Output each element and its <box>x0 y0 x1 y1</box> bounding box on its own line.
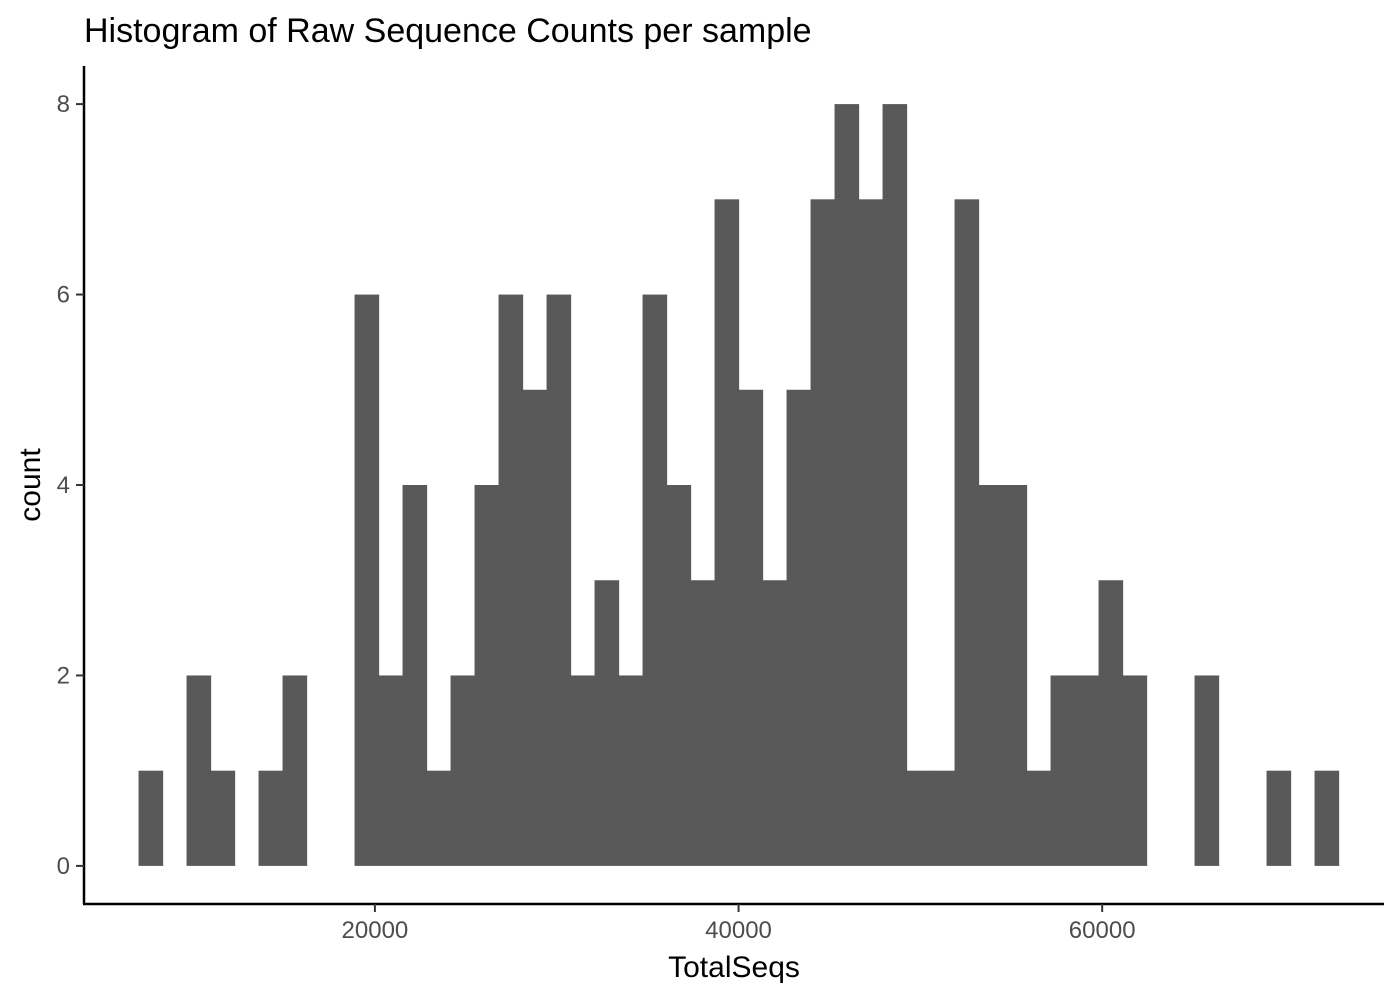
histogram-bar <box>930 770 956 866</box>
histogram-bar <box>1002 485 1028 866</box>
histogram-bar <box>834 104 860 866</box>
x-axis-title: TotalSeqs <box>668 951 800 984</box>
histogram-bar <box>1074 675 1100 866</box>
histogram-bar <box>858 199 884 866</box>
chart-title: Histogram of Raw Sequence Counts per sam… <box>84 12 812 50</box>
histogram-bar <box>522 389 548 866</box>
histogram-bar <box>786 389 812 866</box>
histogram-bar <box>450 675 476 866</box>
histogram-bar <box>594 580 620 866</box>
histogram-bar <box>810 199 836 866</box>
histogram-bar <box>666 485 692 866</box>
y-axis-title: count <box>14 448 47 522</box>
histogram-bar <box>762 580 788 866</box>
histogram-bar <box>1194 675 1220 866</box>
histogram-bar <box>738 389 764 866</box>
histogram-bar <box>546 294 572 866</box>
histogram-bar <box>402 485 428 866</box>
histogram-bar <box>498 294 524 866</box>
histogram-bar <box>714 199 740 866</box>
histogram-bar <box>882 104 908 866</box>
y-tick-label: 6 <box>57 282 70 309</box>
y-tick-label: 4 <box>57 472 70 499</box>
histogram-bar <box>186 675 212 866</box>
histogram-bar <box>1098 580 1124 866</box>
histogram-bar <box>618 675 644 866</box>
x-tick-label: 20000 <box>342 917 409 944</box>
x-tick-label: 60000 <box>1069 917 1136 944</box>
y-tick-label: 2 <box>57 662 70 689</box>
histogram-bar <box>138 770 164 866</box>
histogram-bar <box>1122 675 1148 866</box>
x-axis-ticks: 20000 40000 60000 <box>342 904 1136 944</box>
histogram-bar <box>906 770 932 866</box>
histogram-bar <box>642 294 668 866</box>
histogram-bar <box>282 675 308 866</box>
histogram-bar <box>1266 770 1292 866</box>
histogram-bar <box>426 770 452 866</box>
histogram-bar <box>258 770 284 866</box>
histogram-bar <box>378 675 404 866</box>
histogram-bars <box>138 104 1340 866</box>
histogram-bar <box>354 294 380 866</box>
histogram-bar <box>474 485 500 866</box>
histogram-bar <box>954 199 980 866</box>
histogram-bar <box>1314 770 1340 866</box>
histogram-bar <box>978 485 1004 866</box>
histogram-bar <box>570 675 596 866</box>
y-axis-ticks: 0 2 4 6 8 <box>57 91 84 880</box>
y-tick-label: 0 <box>57 853 70 880</box>
histogram-bar <box>1026 770 1052 866</box>
histogram-bar <box>690 580 716 866</box>
x-tick-label: 40000 <box>705 917 772 944</box>
y-tick-label: 8 <box>57 91 70 118</box>
histogram-bar <box>1050 675 1076 866</box>
histogram-bar <box>210 770 236 866</box>
